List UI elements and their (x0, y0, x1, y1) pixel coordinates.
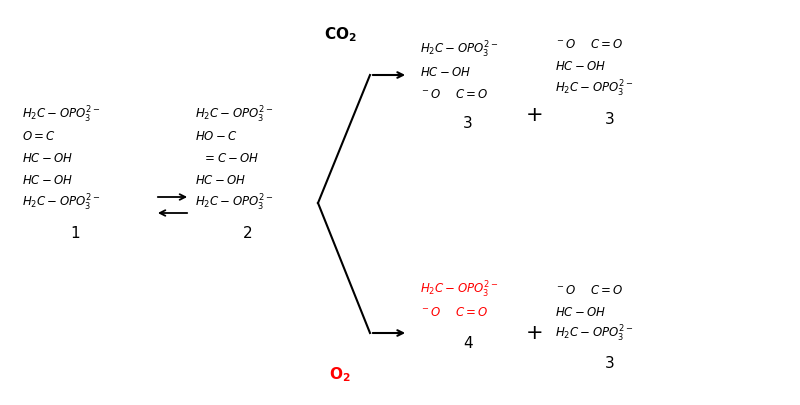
Text: $HC-OH$: $HC-OH$ (195, 175, 246, 188)
Text: $^-O\ \ \ \ C{=}O$: $^-O\ \ \ \ C{=}O$ (555, 284, 623, 296)
Text: 2: 2 (243, 226, 253, 241)
Text: $H_2C-OPO_3^{2-}$: $H_2C-OPO_3^{2-}$ (195, 105, 274, 125)
Text: $H_2C-OPO_3^{2-}$: $H_2C-OPO_3^{2-}$ (22, 105, 100, 125)
Text: $HC-OH$: $HC-OH$ (22, 175, 74, 188)
Text: $\mathbf{O_2}$: $\mathbf{O_2}$ (329, 366, 351, 384)
Text: $HO-C$: $HO-C$ (195, 130, 238, 143)
Text: 3: 3 (605, 356, 615, 371)
Text: 1: 1 (70, 226, 80, 241)
Text: $H_2C-OPO_3^{2-}$: $H_2C-OPO_3^{2-}$ (555, 79, 634, 99)
Text: +: + (526, 105, 544, 125)
Text: $H_2C-OPO_3^{2-}$: $H_2C-OPO_3^{2-}$ (420, 280, 498, 300)
Text: $H_2C-OPO_3^{2-}$: $H_2C-OPO_3^{2-}$ (420, 40, 498, 60)
Text: $H_2C-OPO_3^{2-}$: $H_2C-OPO_3^{2-}$ (195, 193, 274, 213)
Text: $^-O\ \ \ \ C{=}O$: $^-O\ \ \ \ C{=}O$ (555, 38, 623, 51)
Text: $O{=}C$: $O{=}C$ (22, 130, 56, 143)
Text: 3: 3 (605, 111, 615, 126)
Text: $HC-OH$: $HC-OH$ (555, 305, 606, 318)
Text: $HC-OH$: $HC-OH$ (22, 153, 74, 166)
Text: $\ \ {=}C-OH$: $\ \ {=}C-OH$ (195, 153, 259, 166)
Text: $H_2C-OPO_3^{2-}$: $H_2C-OPO_3^{2-}$ (555, 324, 634, 344)
Text: $HC-OH$: $HC-OH$ (420, 66, 471, 79)
Text: 4: 4 (463, 337, 473, 352)
Text: $^-O\ \ \ \ C{=}O$: $^-O\ \ \ \ C{=}O$ (420, 87, 489, 100)
Text: $H_2C-OPO_3^{2-}$: $H_2C-OPO_3^{2-}$ (22, 193, 100, 213)
Text: +: + (526, 323, 544, 343)
Text: $HC-OH$: $HC-OH$ (555, 60, 606, 73)
Text: 3: 3 (463, 117, 473, 132)
Text: $^-O\ \ \ \ C{=}O$: $^-O\ \ \ \ C{=}O$ (420, 305, 489, 318)
Text: $\mathbf{CO_2}$: $\mathbf{CO_2}$ (323, 26, 357, 45)
